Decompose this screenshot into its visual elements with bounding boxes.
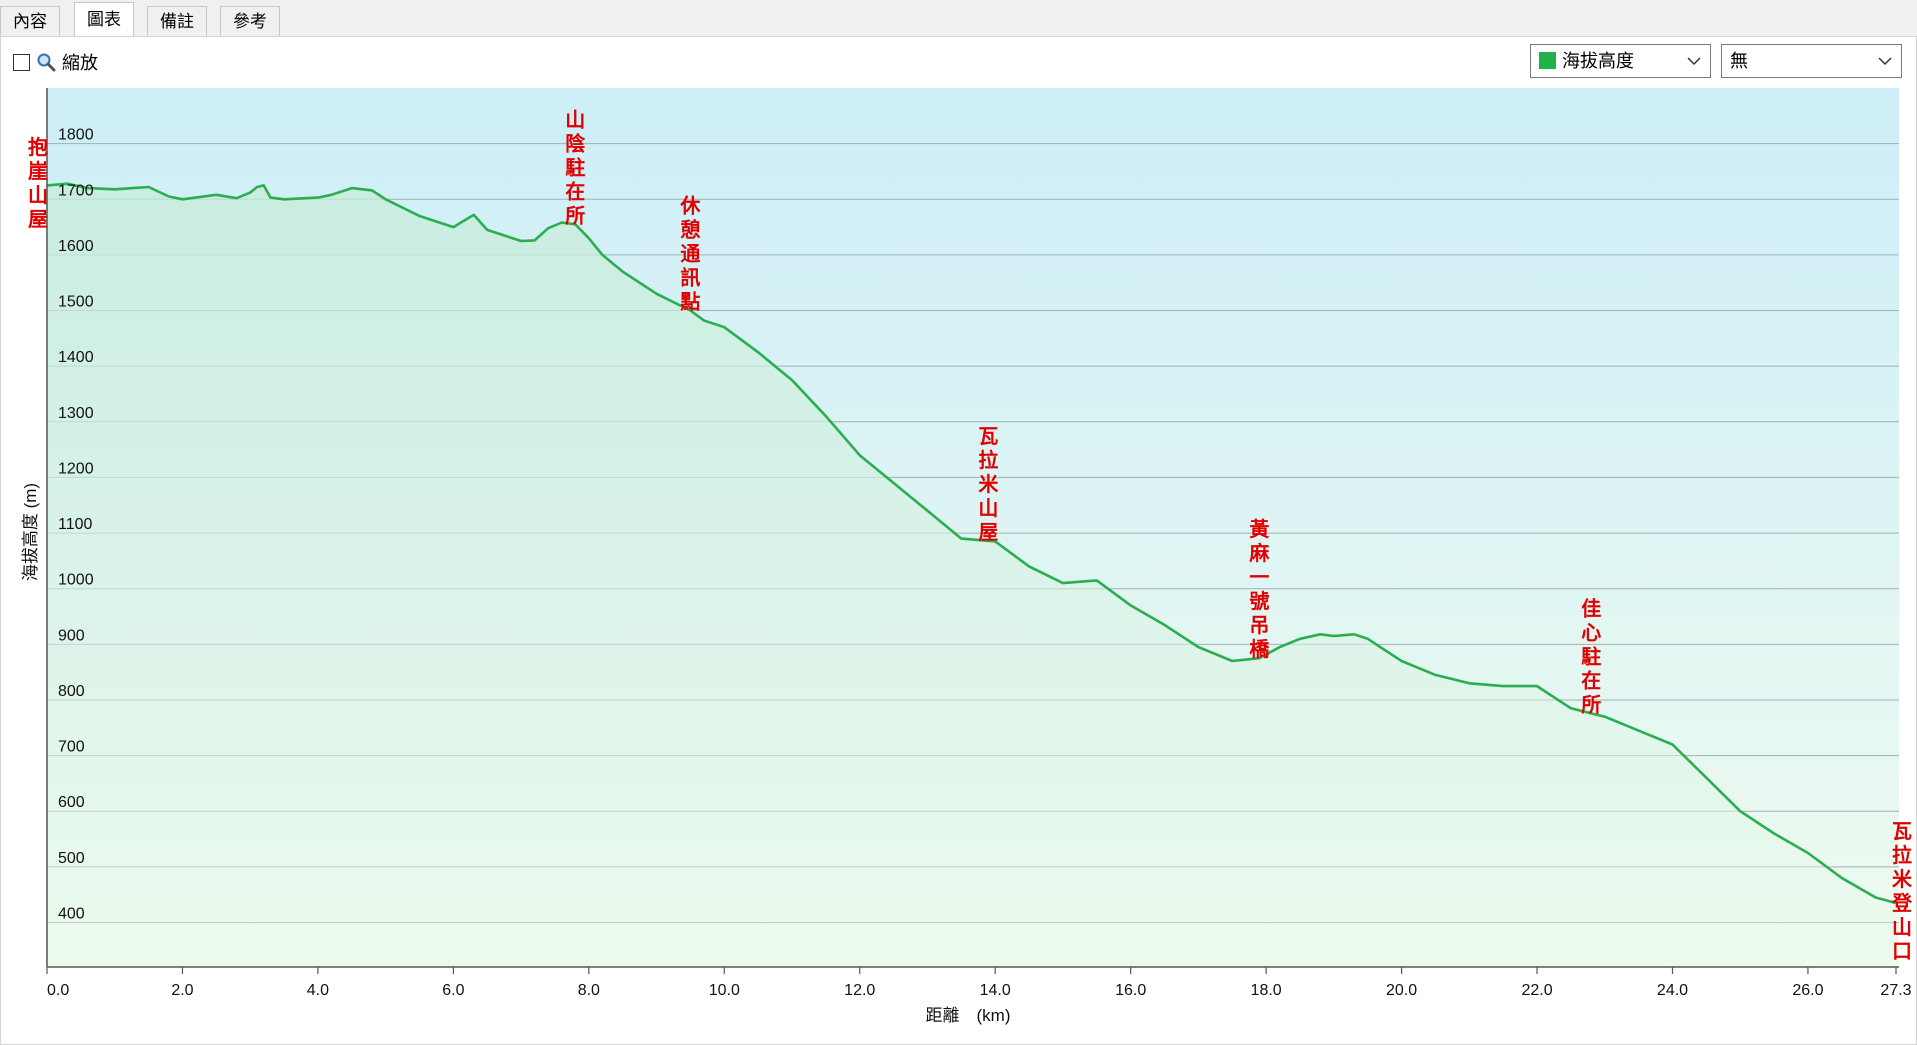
y-tick-label: 1400 (58, 349, 94, 366)
zoom-control: 縮放 (13, 49, 98, 75)
magnifier-icon (37, 53, 56, 72)
chevron-down-icon (1878, 57, 1892, 66)
y-tick-label: 1500 (58, 294, 94, 311)
waypoint-annotations: 抱崖山屋 山陰駐在所休憩通訊點瓦拉米山屋黃麻一號吊橋佳心駐在所瓦拉米登山口 (28, 107, 1913, 963)
x-tick-label: 12.0 (844, 982, 875, 999)
y-tick-label: 1300 (58, 405, 94, 422)
y-tick-label: 600 (58, 794, 85, 811)
x-tick-label: 4.0 (307, 982, 329, 999)
waypoint-label: 山陰駐在所 (565, 107, 586, 227)
y-tick-labels: 400 500 600 700 800 900 1000 1100 1200 1300 1400 15… (58, 127, 94, 923)
x-axis-label: 距離 (km) (926, 1006, 1011, 1025)
x-tick-label: 18.0 (1251, 982, 1282, 999)
x-tick-labels: 0.0 2.0 4.0 6.0 8.0 10.0 12.0 14.0 16.0 18.0 20.0 2… (46, 967, 1912, 999)
x-tick-label: 26.0 (1792, 982, 1823, 999)
x-tick-label: 27.3 (1880, 982, 1911, 999)
y-tick-label: 700 (58, 739, 85, 756)
y-tick-label: 800 (58, 683, 85, 700)
zoom-checkbox[interactable] (13, 53, 30, 71)
y-tick-label: 1600 (58, 238, 94, 255)
x-tick-label: 8.0 (578, 982, 600, 999)
tab-chart[interactable]: 圖表 (74, 2, 134, 37)
x-tick-label: 20.0 (1386, 982, 1417, 999)
waypoint-label: 瓦拉米山屋 (978, 424, 999, 544)
y-tick-label: 1000 (58, 572, 94, 589)
x-tick-label: 22.0 (1521, 982, 1552, 999)
tab-notes[interactable]: 備註 (147, 6, 207, 36)
x-tick-label: 10.0 (709, 982, 740, 999)
x-tick-label: 2.0 (171, 982, 193, 999)
series-select[interactable]: 海拔高度 (1530, 44, 1711, 78)
axes (46, 88, 1899, 968)
waypoint-label: 瓦拉米登山口 (1891, 819, 1913, 963)
y-tick-label: 1700 (58, 182, 94, 199)
waypoint-label: 佳心駐在所 (1581, 596, 1601, 716)
x-tick-label: 16.0 (1115, 982, 1146, 999)
y-tick-label: 1800 (58, 127, 94, 144)
y-axis-label: 海拔高度 (m) (21, 483, 40, 581)
tab-content[interactable]: 內容 (0, 6, 60, 36)
x-tick-label: 0.0 (47, 982, 69, 999)
secondary-select-value: 無 (1730, 51, 1748, 71)
tab-references[interactable]: 參考 (220, 6, 280, 36)
secondary-select[interactable]: 無 (1721, 44, 1902, 78)
x-tick-label: 14.0 (980, 982, 1011, 999)
y-tick-label: 500 (58, 850, 85, 867)
chevron-down-icon (1687, 57, 1701, 66)
waypoint-label: 黃麻一號吊橋 (1248, 517, 1270, 661)
zoom-label: 縮放 (62, 53, 98, 73)
y-tick-label: 400 (58, 905, 85, 922)
tab-bar: 內容 圖表 備註 參考 (0, 0, 1917, 37)
x-tick-label: 6.0 (442, 982, 464, 999)
x-tick-label: 24.0 (1657, 982, 1688, 999)
y-tick-label: 900 (58, 627, 85, 644)
y-tick-label: 1200 (58, 460, 94, 477)
waypoint-label: 休憩通訊點 (679, 194, 701, 314)
elevation-area (47, 183, 1896, 967)
elevation-line (46, 182, 1897, 905)
series-swatch (1539, 52, 1556, 69)
series-select-value: 海拔高度 (1562, 51, 1634, 71)
waypoint-label: 抱崖山屋 (28, 135, 48, 231)
y-tick-label: 1100 (58, 516, 93, 533)
